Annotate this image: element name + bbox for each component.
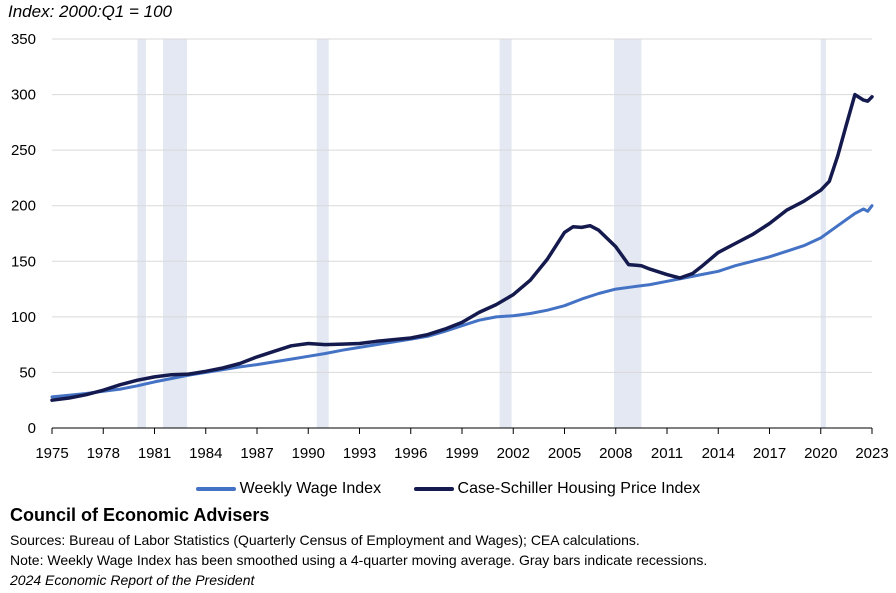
- x-tick-label: 1987: [240, 445, 273, 462]
- x-tick-label: 1978: [87, 445, 120, 462]
- x-tick-label: 1981: [138, 445, 171, 462]
- recession-bar-3: [499, 39, 512, 428]
- x-axis-ticks: 1975 1978 1981 1984 1987 1990 1993 1996 1999 2002…: [35, 428, 889, 462]
- x-tick-label: 2002: [497, 445, 530, 462]
- x-tick-label: 1990: [292, 445, 325, 462]
- x-tick-label: 2020: [804, 445, 837, 462]
- footer: Council of Economic Advisers Sources: Bu…: [10, 505, 890, 590]
- legend-swatch-wage: [195, 487, 236, 491]
- x-tick-label: 2005: [548, 445, 581, 462]
- y-axis-ticks: 0 50 100 150 200 250 300 350: [11, 31, 36, 437]
- x-tick-label: 1993: [343, 445, 376, 462]
- recession-bar-5: [820, 39, 826, 428]
- x-tick-label: 2008: [599, 445, 632, 462]
- x-tick-label: 1996: [394, 445, 427, 462]
- note-text: Note: Weekly Wage Index has been smoothe…: [10, 552, 708, 568]
- recession-bar-4: [614, 39, 642, 428]
- legend-label-housing: Case-Schiller Housing Price Index: [457, 480, 701, 497]
- series-lines: [50, 92, 874, 402]
- x-tick-label: 1999: [445, 445, 478, 462]
- legend-swatch-housing: [413, 487, 454, 491]
- y-tick-label: 200: [11, 198, 36, 215]
- y-tick-label: 300: [11, 87, 36, 104]
- y-tick-label: 50: [19, 364, 36, 381]
- y-tick-label: 100: [11, 309, 36, 326]
- y-tick-label: 0: [28, 420, 36, 437]
- legend-label-wage: Weekly Wage Index: [239, 480, 382, 497]
- recession-bars: [137, 39, 826, 428]
- x-tick-label: 2023: [855, 445, 888, 462]
- recession-bar-1: [163, 39, 187, 428]
- series-line-housing-price: [50, 92, 874, 402]
- organization-name: Council of Economic Advisers: [10, 505, 270, 525]
- sources-text: Sources: Bureau of Labor Statistics (Qua…: [10, 532, 640, 548]
- x-tick-label: 1984: [189, 445, 222, 462]
- x-tick-label: 2011: [651, 445, 683, 462]
- x-tick-label: 2017: [753, 445, 786, 462]
- y-tick-label: 150: [11, 253, 36, 270]
- y-tick-label: 250: [11, 142, 36, 159]
- legend: Weekly Wage Index Case-Schiller Housing …: [0, 478, 896, 498]
- recession-bar-0: [137, 39, 146, 428]
- x-tick-label: 1975: [35, 445, 68, 462]
- recession-bar-2: [316, 39, 329, 428]
- legend-item-wage: Weekly Wage Index: [195, 480, 382, 498]
- legend-item-housing: Case-Schiller Housing Price Index: [413, 480, 701, 498]
- x-tick-label: 2014: [702, 445, 735, 462]
- y-tick-label: 350: [11, 31, 36, 48]
- report-title: 2024 Economic Report of the President: [10, 572, 255, 588]
- index-label: Index: 2000:Q1 = 100: [8, 2, 172, 21]
